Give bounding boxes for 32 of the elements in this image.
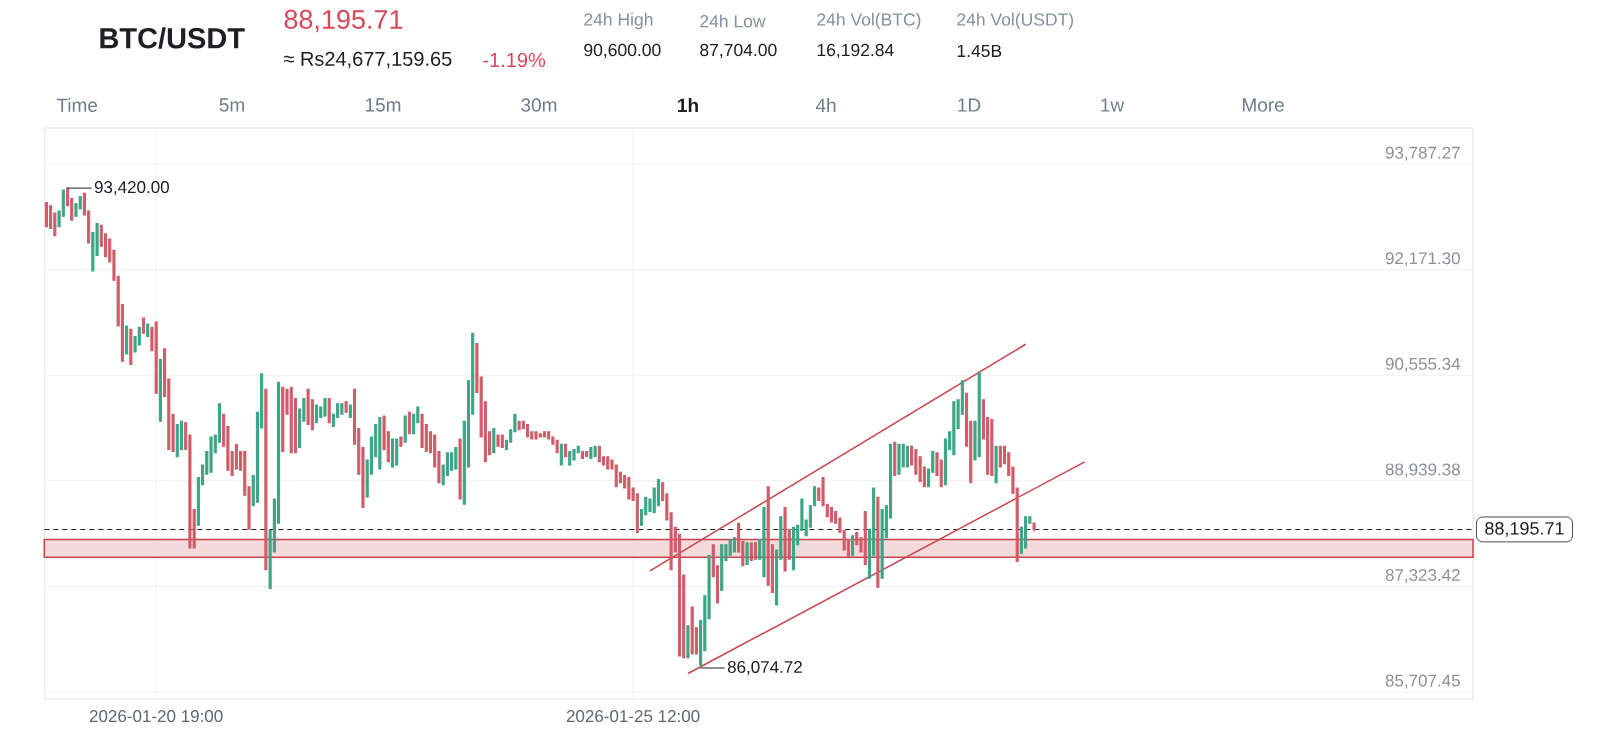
ref-line-label: 88,195.71 [1485,521,1564,537]
text: 4h [815,98,836,112]
text: More [1242,98,1284,112]
y-tick-label: 92,171.30 [1385,252,1460,267]
x-tick-label: 2026-01-25 12:00 [566,710,700,723]
text: 24h Vol(USDT) [957,12,1073,30]
text: 30m [521,98,557,112]
x-tick-label: 2026-01-20 19:00 [89,710,223,723]
y-tick-label: 85,707.45 [1385,674,1460,689]
y-tick-label: 90,555.34 [1385,357,1461,372]
text: 24h High [584,12,653,30]
text: 1h [678,98,698,112]
text: -1.19% [483,52,546,68]
text: 1.45B [957,44,1002,58]
text: 5m [219,98,244,112]
y-tick-label: 88,939.38 [1385,463,1460,478]
chart-subtitle: 88,195.71 [284,9,403,33]
text: 1D [958,98,981,112]
text: ≈ Rs24,677,159.65 [283,51,452,69]
text: 87,704.00 [700,43,777,59]
text: 1w [1101,98,1125,112]
chart-title: BTC/USDT [100,27,245,49]
text: 90,600.00 [584,43,661,59]
annotation: 86,074.72 [727,660,802,676]
text: Time [56,98,98,112]
text: 24h Vol(BTC) [817,12,921,30]
y-tick-label: 87,323.42 [1385,568,1460,583]
text: 24h Low [700,14,766,28]
y-tick-label: 93,787.27 [1385,146,1460,161]
annotation: 93,420.00 [94,181,169,196]
text: 15m [365,98,401,112]
text: 16,192.84 [817,43,894,59]
